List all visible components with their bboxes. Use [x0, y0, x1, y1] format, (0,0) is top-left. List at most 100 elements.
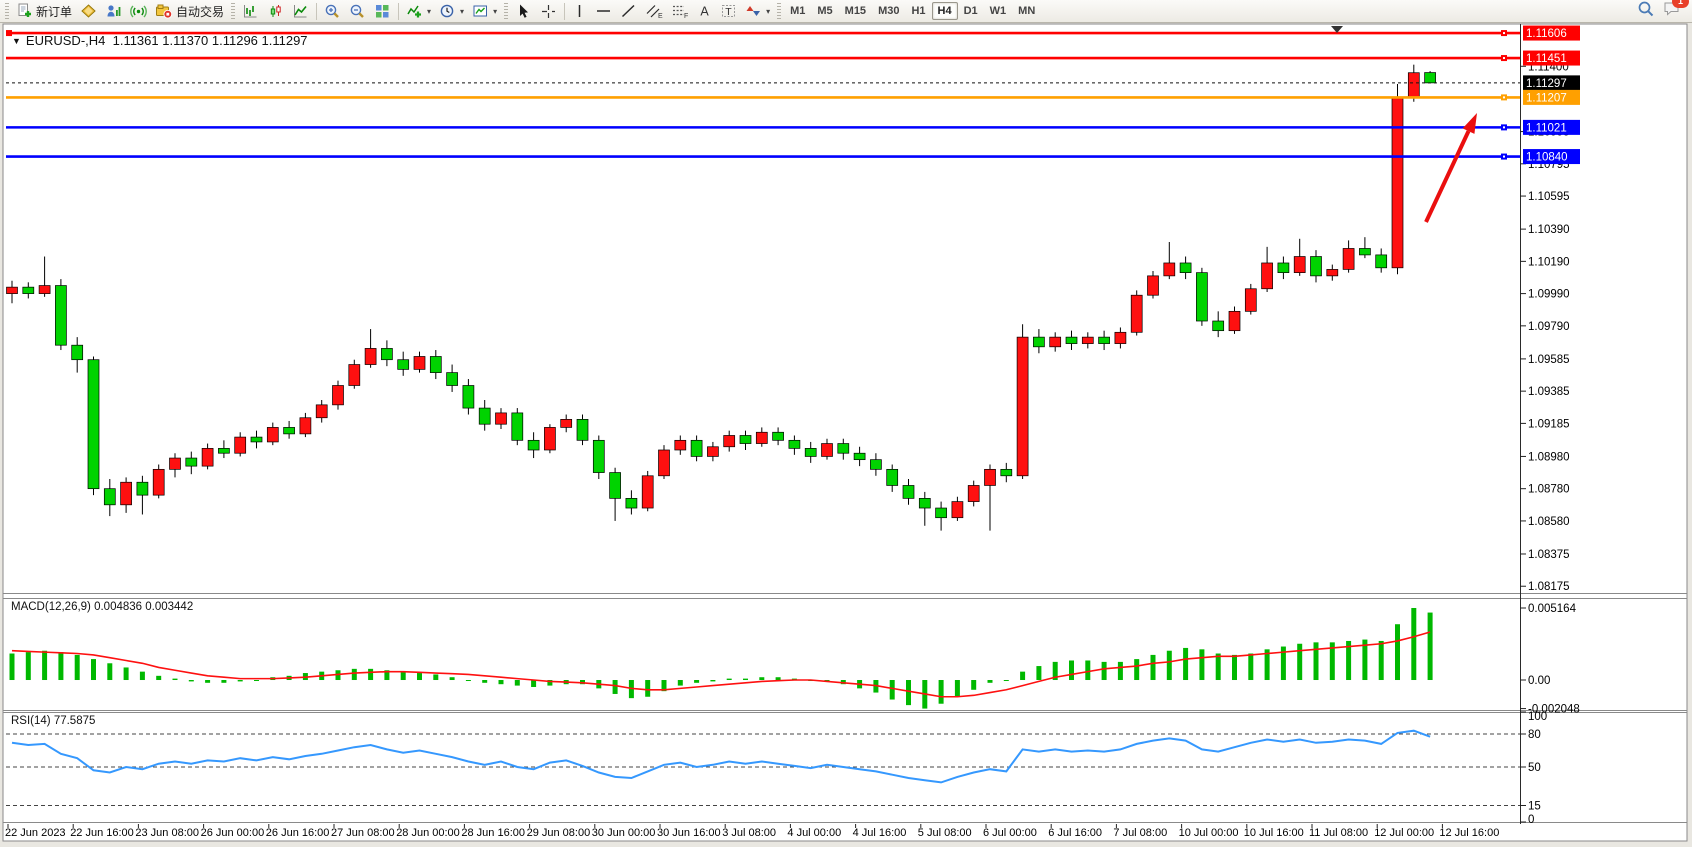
candle-body	[1359, 248, 1371, 256]
chart-title: ▼ EURUSD-,H4 1.11361 1.11370 1.11296 1.1…	[12, 33, 308, 48]
periods-button[interactable]: ▾	[435, 0, 468, 23]
candlestick-chart-button[interactable]	[263, 0, 288, 23]
toolbar-grip[interactable]	[5, 3, 9, 19]
text-button[interactable]: A	[693, 0, 716, 23]
time-axis-label[interactable]: 6 Jul 16:00	[1048, 827, 1102, 839]
tile-windows-button[interactable]	[370, 0, 395, 23]
horizontal-line-button[interactable]	[591, 0, 616, 23]
time-axis-label[interactable]: 10 Jul 00:00	[1179, 827, 1239, 839]
macd-histogram-bar	[58, 652, 64, 681]
fibonacci-button[interactable]: F	[667, 0, 693, 23]
auto-trading-button[interactable]: 自动交易	[151, 0, 228, 23]
time-axis-label[interactable]: 29 Jun 08:00	[527, 827, 591, 839]
timeframe-mn-button[interactable]: MN	[1018, 5, 1036, 17]
candle-body	[462, 385, 475, 409]
new-order-button[interactable]: 新订单	[12, 0, 76, 23]
macd-histogram-bar	[971, 680, 977, 690]
timeframe-m15-button[interactable]: M15	[844, 5, 867, 17]
price-line-handle[interactable]	[6, 30, 12, 37]
timeframe-m1-button[interactable]: M1	[790, 5, 806, 17]
price-line-handle-dot	[1503, 57, 1505, 60]
candle-body	[169, 457, 181, 470]
text-label-button[interactable]: T	[716, 0, 741, 23]
time-axis-label[interactable]: 3 Jul 08:00	[722, 827, 776, 839]
candle-body	[935, 507, 947, 519]
line-chart-button[interactable]	[288, 0, 313, 23]
timeframe-d1-button[interactable]: D1	[963, 5, 978, 17]
svg-text:A: A	[700, 5, 709, 19]
market-watch-button[interactable]	[101, 0, 126, 23]
time-axis-label[interactable]: 11 Jul 08:00	[1309, 827, 1368, 839]
timeframe-m30-button[interactable]: M30	[878, 5, 900, 17]
timeframe-w1-button[interactable]: W1	[989, 5, 1007, 17]
time-axis-label[interactable]: 22 Jun 16:00	[70, 827, 134, 839]
chart-profile-button[interactable]	[76, 0, 101, 23]
trend-arrow-head	[1462, 113, 1477, 134]
time-axis-label[interactable]: 22 Jun 2023	[5, 827, 66, 839]
macd-histogram-bar	[351, 668, 357, 681]
time-axis-label[interactable]: 10 Jul 16:00	[1244, 827, 1304, 839]
bar-chart-icon	[242, 3, 259, 19]
candle-body	[902, 485, 915, 499]
bar-chart-button[interactable]	[238, 0, 263, 23]
notifications-button[interactable]: 1	[1663, 0, 1689, 22]
toolbar-grip[interactable]	[777, 3, 782, 19]
crosshair-button[interactable]	[536, 0, 561, 23]
price-line-label: 1.11297	[1526, 78, 1567, 90]
timeframe-h4-button[interactable]: H4	[931, 2, 958, 20]
macd-histogram-bar	[1134, 659, 1140, 681]
candle-body	[821, 443, 833, 457]
time-axis-label[interactable]: 26 Jun 16:00	[266, 827, 330, 839]
time-axis-label[interactable]: 30 Jun 00:00	[592, 827, 656, 839]
equidistant-channel-button[interactable]: E	[641, 0, 667, 23]
timeframe-m5-button[interactable]: M5	[817, 5, 833, 17]
candle-body	[1391, 96, 1404, 269]
macd-histogram-bar	[726, 678, 732, 681]
candle-body	[755, 431, 768, 444]
rsi-axis-tick-label: 50	[1528, 762, 1541, 774]
toolbar-grip[interactable]	[231, 3, 236, 19]
macd-histogram-bar	[938, 680, 944, 704]
signal-button[interactable]	[126, 0, 151, 23]
zoom-in-button[interactable]	[320, 0, 345, 23]
cursor-button[interactable]	[511, 0, 536, 23]
cursor-icon	[515, 3, 532, 19]
macd-histogram-bar	[433, 674, 439, 681]
time-axis-label[interactable]: 27 Jun 08:00	[331, 827, 395, 839]
time-axis-label[interactable]: 6 Jul 00:00	[983, 827, 1037, 839]
price-line-handle-dot	[1503, 32, 1505, 35]
dropdown-caret-icon: ▾	[460, 6, 465, 16]
arrows-button[interactable]: ▾	[741, 0, 774, 23]
time-axis-label[interactable]: 4 Jul 16:00	[853, 827, 907, 839]
time-axis-label[interactable]: 30 Jun 16:00	[657, 827, 721, 839]
candle-body	[1342, 248, 1355, 270]
search-button[interactable]	[1637, 0, 1655, 22]
time-axis-label[interactable]: 12 Jul 16:00	[1439, 827, 1499, 839]
macd-histogram-bar	[547, 680, 553, 686]
y-axis-tick-label: 1.09790	[1528, 321, 1570, 333]
chart-shift-marker-icon[interactable]	[1331, 26, 1343, 33]
indicators-button[interactable]: ▾	[402, 0, 435, 23]
macd-histogram-bar	[254, 680, 259, 682]
time-axis-label[interactable]: 23 Jun 08:00	[135, 827, 199, 839]
time-axis-label[interactable]: 5 Jul 08:00	[918, 827, 972, 839]
candle-body	[22, 286, 35, 294]
candle-body	[984, 468, 996, 486]
macd-histogram-bar	[1003, 680, 1009, 682]
time-axis-label[interactable]: 28 Jun 00:00	[396, 827, 460, 839]
trend-arrow-annotation[interactable]	[1424, 130, 1471, 223]
trendline-button[interactable]	[616, 0, 641, 23]
time-axis-label[interactable]: 4 Jul 00:00	[787, 827, 841, 839]
templates-button[interactable]: ▾	[468, 0, 501, 23]
toolbar-grip[interactable]	[504, 3, 509, 19]
time-axis-label[interactable]: 26 Jun 00:00	[201, 827, 265, 839]
candle-body	[1407, 72, 1420, 98]
time-axis-label[interactable]: 28 Jun 16:00	[461, 827, 525, 839]
time-axis-label[interactable]: 12 Jul 00:00	[1374, 827, 1434, 839]
zoom-out-button[interactable]	[345, 0, 370, 23]
symbol-dropdown-icon[interactable]: ▼	[12, 35, 21, 46]
vertical-line-button[interactable]	[568, 0, 591, 23]
timeframe-h1-button[interactable]: H1	[911, 5, 926, 17]
time-axis-label[interactable]: 7 Jul 08:00	[1113, 827, 1167, 839]
